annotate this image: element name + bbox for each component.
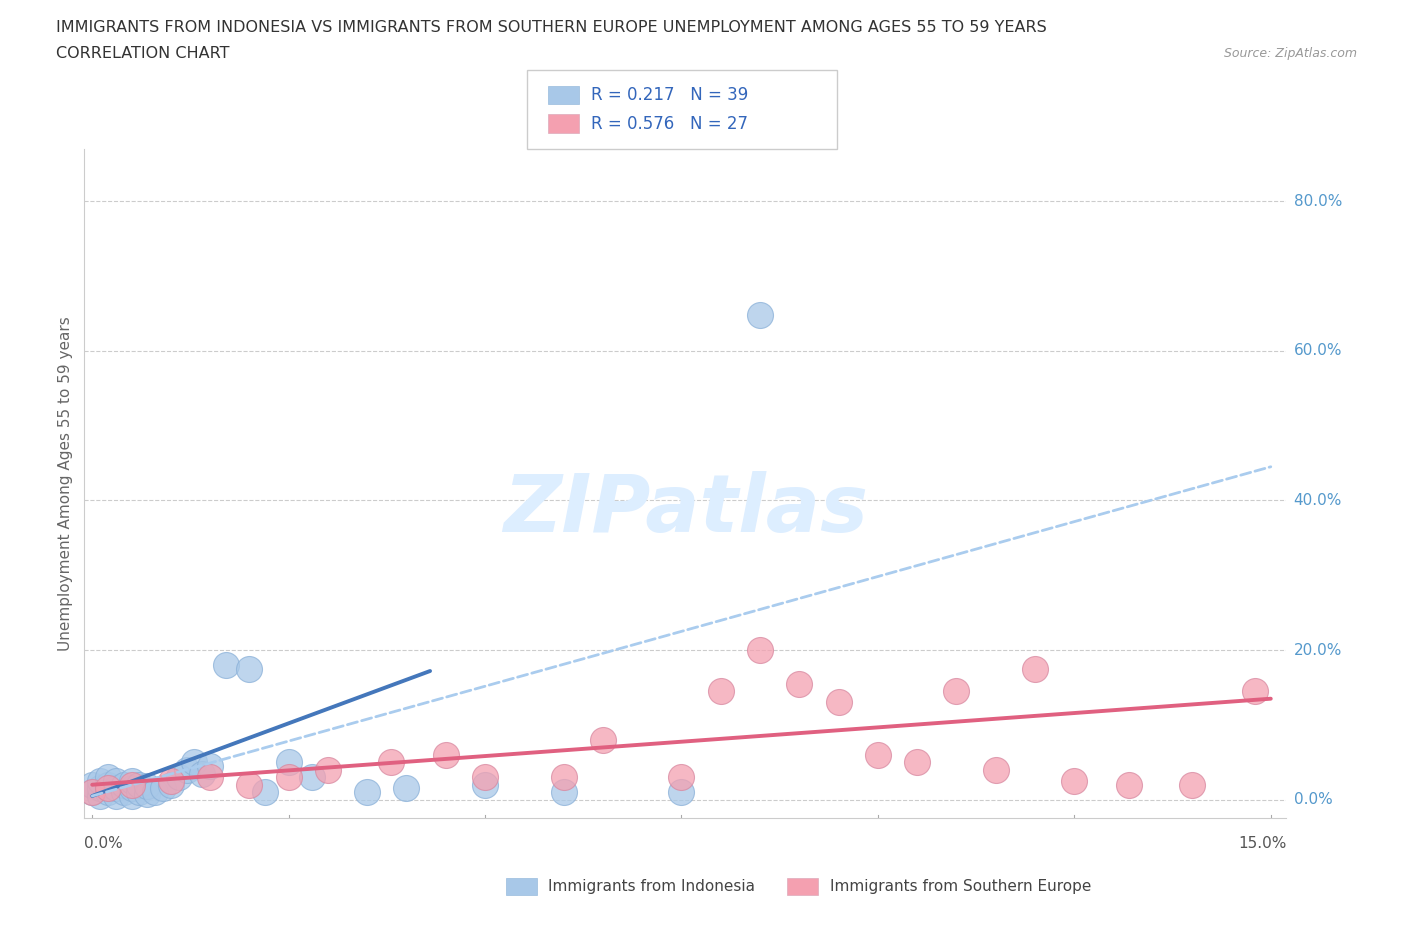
Point xyxy=(136,778,159,793)
Point xyxy=(238,777,260,792)
Point xyxy=(905,755,928,770)
Point xyxy=(176,763,198,777)
Point xyxy=(183,755,205,770)
Point xyxy=(198,770,221,785)
Point xyxy=(749,643,772,658)
Text: Source: ZipAtlas.com: Source: ZipAtlas.com xyxy=(1223,46,1357,60)
Point xyxy=(301,770,323,785)
Text: 40.0%: 40.0% xyxy=(1294,493,1341,508)
Point xyxy=(89,781,111,796)
Point xyxy=(395,781,418,796)
Point xyxy=(1024,661,1046,676)
Point xyxy=(159,777,181,792)
Point xyxy=(89,774,111,789)
Point xyxy=(104,781,127,796)
Point xyxy=(277,770,299,785)
Point xyxy=(82,785,104,800)
Text: ZIPatlas: ZIPatlas xyxy=(503,472,868,550)
Point xyxy=(827,695,849,710)
Point xyxy=(592,733,614,748)
Text: 80.0%: 80.0% xyxy=(1294,193,1341,208)
Point xyxy=(1118,777,1140,792)
Point xyxy=(553,770,575,785)
Point xyxy=(97,770,120,785)
Point xyxy=(316,763,339,777)
Point xyxy=(121,781,143,796)
Point xyxy=(1181,777,1204,792)
Point xyxy=(121,789,143,804)
Text: 0.0%: 0.0% xyxy=(84,836,124,851)
Point xyxy=(121,774,143,789)
Point xyxy=(198,759,221,774)
Point xyxy=(104,789,127,804)
Point xyxy=(945,684,967,698)
Point xyxy=(82,777,104,792)
Point xyxy=(128,785,150,800)
Point xyxy=(238,661,260,676)
Point xyxy=(128,777,150,792)
Y-axis label: Unemployment Among Ages 55 to 59 years: Unemployment Among Ages 55 to 59 years xyxy=(58,316,73,651)
Point xyxy=(104,774,127,789)
Text: 20.0%: 20.0% xyxy=(1294,643,1341,658)
Point xyxy=(97,777,120,792)
Point xyxy=(136,786,159,801)
Point xyxy=(191,766,214,781)
Point xyxy=(356,785,378,800)
Point xyxy=(82,785,104,800)
Text: IMMIGRANTS FROM INDONESIA VS IMMIGRANTS FROM SOUTHERN EUROPE UNEMPLOYMENT AMONG : IMMIGRANTS FROM INDONESIA VS IMMIGRANTS … xyxy=(56,20,1047,35)
Point xyxy=(984,763,1007,777)
Text: 60.0%: 60.0% xyxy=(1294,343,1341,358)
Point xyxy=(121,777,143,792)
Text: R = 0.576   N = 27: R = 0.576 N = 27 xyxy=(591,114,748,133)
Point xyxy=(277,755,299,770)
Point xyxy=(112,785,135,800)
Point xyxy=(254,785,277,800)
Point xyxy=(215,658,238,672)
Text: 0.0%: 0.0% xyxy=(1294,792,1333,807)
Point xyxy=(97,785,120,800)
Point xyxy=(97,781,120,796)
Point xyxy=(1063,774,1085,789)
Text: Immigrants from Southern Europe: Immigrants from Southern Europe xyxy=(830,879,1091,894)
Point xyxy=(89,789,111,804)
Point xyxy=(789,676,811,691)
Text: CORRELATION CHART: CORRELATION CHART xyxy=(56,46,229,61)
Point xyxy=(143,785,166,800)
Point xyxy=(380,755,402,770)
Point xyxy=(671,785,693,800)
Point xyxy=(167,770,190,785)
Point xyxy=(152,781,174,796)
Point xyxy=(553,785,575,800)
Point xyxy=(112,777,135,792)
Text: Immigrants from Indonesia: Immigrants from Indonesia xyxy=(548,879,755,894)
Text: 15.0%: 15.0% xyxy=(1239,836,1286,851)
Point xyxy=(159,774,181,789)
Point xyxy=(866,748,889,763)
Point xyxy=(749,308,772,323)
Point xyxy=(474,770,496,785)
Point xyxy=(671,770,693,785)
Text: R = 0.217   N = 39: R = 0.217 N = 39 xyxy=(591,86,748,104)
Point xyxy=(1244,684,1267,698)
Point xyxy=(710,684,733,698)
Point xyxy=(434,748,457,763)
Point xyxy=(474,777,496,792)
